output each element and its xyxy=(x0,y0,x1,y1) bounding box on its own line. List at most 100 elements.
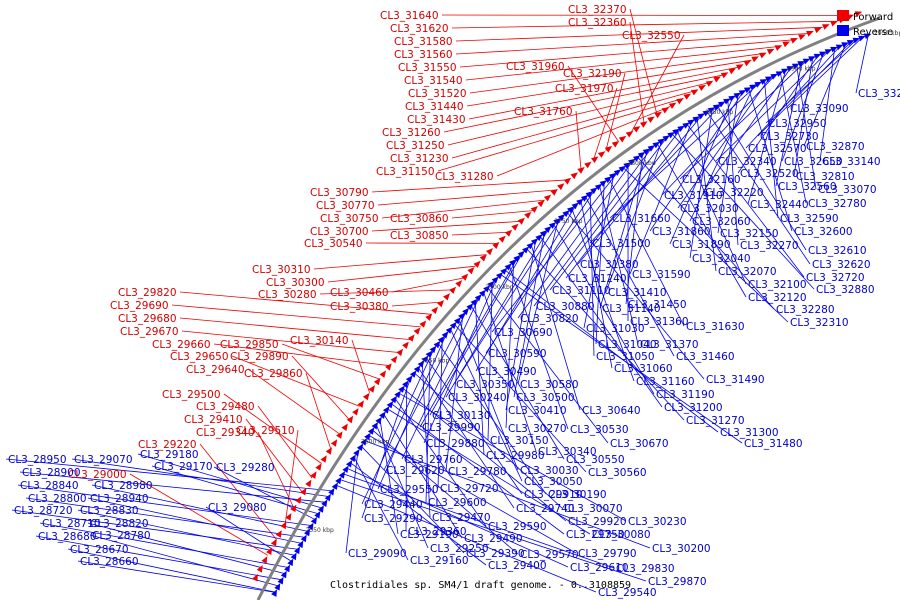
gene-label[interactable]: CL3_31440 xyxy=(405,101,464,113)
gene-label[interactable]: CL3_32220 xyxy=(705,187,764,199)
gene-label[interactable]: CL3_32730 xyxy=(760,131,819,143)
gene-label[interactable]: CL3_30380 xyxy=(330,301,389,313)
gene-label[interactable]: CL3_32030 xyxy=(680,203,739,215)
gene-label[interactable]: CL3_30700 xyxy=(310,226,369,238)
gene-label[interactable]: CL3_31200 xyxy=(664,402,723,414)
gene-label[interactable]: CL3_29890 xyxy=(230,351,289,363)
gene-label[interactable]: CL3_31270 xyxy=(686,415,745,427)
gene-label[interactable]: CL3_28680 xyxy=(38,531,97,543)
gene-label[interactable]: CL3_30580 xyxy=(520,379,579,391)
gene-label[interactable]: CL3_29620 xyxy=(386,465,445,477)
gene-label[interactable]: CL3_29550 xyxy=(380,484,439,496)
gene-label[interactable]: CL3_29390 xyxy=(466,548,525,560)
gene-label[interactable]: CL3_30640 xyxy=(582,405,641,417)
gene-label[interactable]: CL3_32520 xyxy=(740,168,799,180)
gene-label[interactable]: CL3_30770 xyxy=(316,200,375,212)
gene-label[interactable]: CL3_32100 xyxy=(748,279,807,291)
gene-label[interactable]: CL3_30590 xyxy=(488,348,547,360)
gene-label[interactable]: CL3_30240 xyxy=(448,392,507,404)
gene-label[interactable]: CL3_29490 xyxy=(464,533,523,545)
gene-label[interactable]: CL3_32370 xyxy=(568,4,627,16)
gene-label[interactable]: CL3_30350 xyxy=(456,379,515,391)
gene-label[interactable]: CL3_31660 xyxy=(612,213,671,225)
gene-label[interactable]: CL3_28800 xyxy=(28,493,87,505)
gene-label[interactable]: CL3_31620 xyxy=(390,23,449,35)
gene-label[interactable]: CL3_30460 xyxy=(330,287,389,299)
gene-label[interactable]: CL3_29570 xyxy=(520,549,579,561)
gene-label[interactable]: CL3_30300 xyxy=(266,277,325,289)
gene-label[interactable]: CL3_29540 xyxy=(598,587,657,599)
gene-label[interactable]: CL3_31640 xyxy=(380,10,439,22)
gene-label[interactable]: CL3_30540 xyxy=(304,238,363,250)
gene-label[interactable]: CL3_31430 xyxy=(407,114,466,126)
gene-label[interactable]: CL3_29660 xyxy=(152,339,211,351)
gene-label[interactable]: CL3_29340 xyxy=(196,427,255,439)
gene-label[interactable]: CL3_29920 xyxy=(568,516,627,528)
gene-label[interactable]: CL3_29910 xyxy=(524,489,583,501)
gene-label[interactable]: CL3_31560 xyxy=(394,49,453,61)
gene-label[interactable]: CL3_31910 xyxy=(664,190,723,202)
gene-label[interactable]: CL3_28830 xyxy=(80,505,139,517)
gene-label[interactable]: CL3_32560 xyxy=(778,181,837,193)
gene-label[interactable]: CL3_31460 xyxy=(676,351,735,363)
gene-label[interactable]: CL3_31150 xyxy=(376,166,435,178)
gene-label[interactable]: CL3_32040 xyxy=(692,253,751,265)
gene-label[interactable]: CL3_31410 xyxy=(608,287,667,299)
gene-label[interactable]: CL3_31250 xyxy=(386,140,445,152)
gene-label[interactable]: CL3_31760 xyxy=(514,106,573,118)
gene-label[interactable]: CL3_31060 xyxy=(614,363,673,375)
gene-label[interactable]: CL3_30200 xyxy=(652,543,711,555)
gene-label[interactable]: CL3_31040 xyxy=(598,339,657,351)
gene-label[interactable]: CL3_29080 xyxy=(208,502,267,514)
gene-label[interactable]: CL3_31490 xyxy=(706,374,765,386)
gene-label[interactable]: CL3_29830 xyxy=(616,563,675,575)
gene-label[interactable]: CL3_29470 xyxy=(432,512,491,524)
gene-label[interactable]: CL3_33090 xyxy=(790,103,849,115)
gene-label[interactable]: CL3_29740 xyxy=(516,503,575,515)
gene-label[interactable]: CL3_32120 xyxy=(748,292,807,304)
gene-label[interactable]: CL3_32160 xyxy=(682,174,741,186)
gene-label[interactable]: CL3_32440 xyxy=(750,199,809,211)
gene-label[interactable]: CL3_30410 xyxy=(508,405,567,417)
gene-label[interactable]: CL3_30530 xyxy=(570,424,629,436)
gene-label[interactable]: CL3_29070 xyxy=(74,454,133,466)
gene-label[interactable]: CL3_29720 xyxy=(440,483,499,495)
gene-label[interactable]: CL3_30070 xyxy=(564,503,623,515)
gene-label[interactable]: CL3_29000 xyxy=(68,469,127,481)
gene-label[interactable]: CL3_31280 xyxy=(435,171,494,183)
gene-label[interactable]: CL3_31300 xyxy=(720,427,779,439)
gene-label[interactable]: CL3_31260 xyxy=(382,127,441,139)
gene-label[interactable]: CL3_29980 xyxy=(486,450,545,462)
gene-label[interactable]: CL3_30820 xyxy=(520,313,579,325)
gene-label[interactable]: CL3_29500 xyxy=(162,389,221,401)
gene-label[interactable]: CL3_30860 xyxy=(390,213,449,225)
gene-label[interactable]: CL3_29590 xyxy=(488,521,547,533)
gene-label[interactable]: CL3_30150 xyxy=(490,435,549,447)
gene-label[interactable]: CL3_29170 xyxy=(154,461,213,473)
gene-label[interactable]: CL3_29250 xyxy=(430,543,489,555)
gene-label[interactable]: CL3_30340 xyxy=(538,446,597,458)
gene-label[interactable]: CL3_32310 xyxy=(790,317,849,329)
gene-label[interactable]: CL3_30690 xyxy=(494,327,553,339)
gene-label[interactable]: CL3_30080 xyxy=(592,529,651,541)
gene-label[interactable]: CL3_29760 xyxy=(404,454,463,466)
gene-label[interactable]: CL3_32060 xyxy=(692,216,751,228)
gene-label[interactable]: CL3_30280 xyxy=(258,289,317,301)
gene-label[interactable]: CL3_32070 xyxy=(718,266,777,278)
gene-label[interactable]: CL3_29400 xyxy=(488,560,547,572)
gene-label[interactable]: CL3_31380 xyxy=(580,259,639,271)
gene-label[interactable]: CL3_29850 xyxy=(220,339,279,351)
gene-label[interactable]: CL3_31050 xyxy=(596,351,655,363)
gene-label[interactable]: CL3_31450 xyxy=(628,299,687,311)
gene-label[interactable]: CL3_28720 xyxy=(14,505,73,517)
gene-label[interactable]: CL3_29990 xyxy=(422,422,481,434)
gene-label[interactable]: CL3_32600 xyxy=(794,226,853,238)
gene-label[interactable]: CL3_29220 xyxy=(138,439,197,451)
gene-label[interactable]: CL3_30490 xyxy=(478,366,537,378)
gene-label[interactable]: CL3_32360 xyxy=(568,17,627,29)
gene-label[interactable]: CL3_31580 xyxy=(394,36,453,48)
gene-label[interactable]: CL3_31140 xyxy=(602,303,661,315)
gene-label[interactable]: CL3_31520 xyxy=(408,88,467,100)
gene-label[interactable]: CL3_33290 xyxy=(858,88,900,100)
